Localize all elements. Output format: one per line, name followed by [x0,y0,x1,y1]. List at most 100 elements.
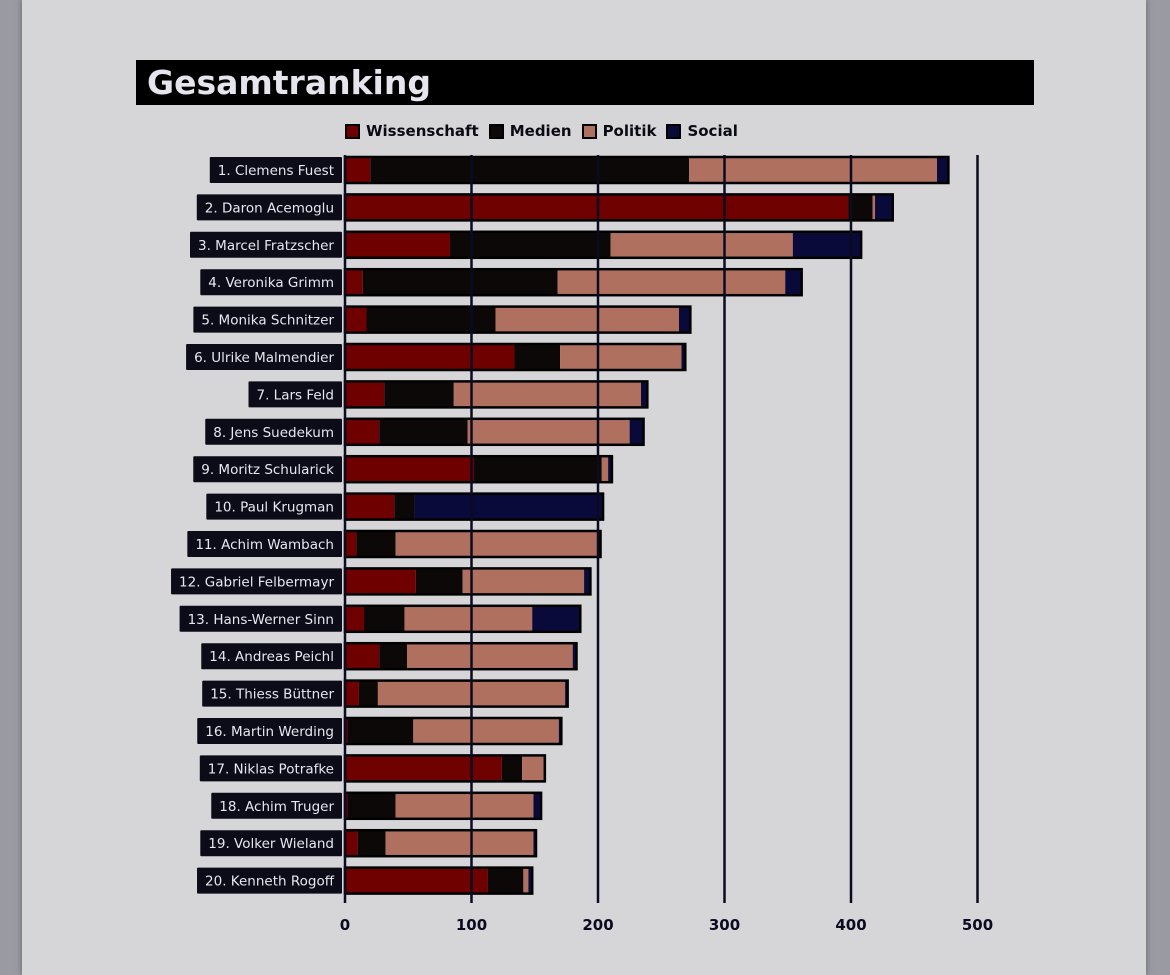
bar-segment-social [572,643,577,670]
category-label-box [190,231,342,258]
bar-segment-medien [356,531,396,557]
bar-segment-wissenschaft [345,493,395,520]
bar-segment-social [414,493,604,520]
bar-segment-wissenschaft [345,231,450,258]
bar-segment-medien [501,755,523,782]
bar-segment-politik [395,531,598,557]
category-label-box [206,493,342,520]
category-label-box [197,867,342,894]
bar-segment-medien [514,344,561,370]
category-label: 13. Hans-Werner Sinn [188,612,334,628]
bar-segment-wissenschaft [345,680,359,707]
bar-segment-social [641,381,648,408]
bar-segment-medien [379,643,407,670]
category-label-box [209,157,342,183]
category-label-box [200,269,342,296]
bar-segment-wissenschaft [345,269,363,296]
bar-segment-wissenschaft [345,830,358,857]
bar-segment-social [629,418,644,445]
x-tick-label: 200 [582,916,613,934]
bar-segment-medien [449,231,611,258]
category-label: 16. Martin Werding [205,724,334,740]
category-label-box [197,718,342,744]
category-label-box [187,531,342,557]
category-label: 18. Achim Truger [219,799,334,815]
category-label: 1. Clemens Fuest [218,163,334,179]
bar-segment-wissenschaft [345,157,371,183]
bar-segment-politik [395,792,534,819]
legend-swatch-wissenschaft [345,123,360,139]
legend-item-politik: Politik [581,122,657,140]
bar-segment-wissenschaft [345,643,380,670]
category-label: 14. Andreas Peichl [209,649,334,665]
bar-segment-medien [347,718,414,744]
legend-label-politik: Politik [602,122,657,140]
category-label-box [202,680,342,707]
bar-segment-wissenschaft [345,344,515,370]
bar-segment-social [532,605,581,632]
bar-segment-medien [347,792,396,819]
bar-segment-wissenschaft [345,867,488,894]
category-label-box [193,456,342,483]
bar-segment-politik [689,157,938,183]
bar-segment-social [565,680,568,707]
bar-segment-politik [453,381,642,408]
bar-segment-politik [462,568,585,595]
bar-segment-social [678,306,691,333]
bar-segment-medien [357,830,386,857]
bar-segment-wissenschaft [345,792,348,819]
bar-segment-medien [487,867,524,894]
category-label: 4. Veronika Grimm [208,275,334,291]
bar-segment-medien [384,381,454,408]
chart-title: Gesamtranking [147,63,431,102]
category-label: 7. Lars Feld [257,387,335,403]
bar-segment-social [533,792,542,819]
bar-segment-politik [601,456,609,483]
bar-segment-medien [358,680,378,707]
bar-segment-social [608,456,612,483]
bar-segment-medien [474,456,602,483]
category-label: 17. Niklas Potrafke [208,761,334,777]
bar-segment-medien [362,269,558,296]
bar-segment-social [785,269,802,296]
bar-segment-wissenschaft [345,194,849,221]
chart-title-bar: Gesamtranking [136,60,1034,105]
legend-item-social: Social [666,122,738,140]
bar-segment-social [681,344,686,370]
bar-segment-medien [394,493,415,520]
category-label-box [200,830,342,857]
legend-label-wissenschaft: Wissenschaft [366,122,479,140]
bar-segment-wissenschaft [345,718,348,744]
bar-segment-politik [560,344,682,370]
category-label: 10. Paul Krugman [214,500,334,516]
bar-segment-politik [495,306,679,333]
category-label-box [196,194,342,221]
legend-swatch-social [666,123,682,139]
category-label: 20. Kenneth Rogoff [205,874,335,890]
bar-segment-politik [413,718,559,744]
category-label-box [171,568,342,595]
x-tick-label: 0 [340,916,350,934]
x-tick-label: 300 [709,916,740,934]
category-label-box [193,306,342,333]
category-label: 11. Achim Wambach [195,537,334,553]
bar-segment-politik [523,867,529,894]
category-label: 9. Moritz Schularick [201,462,334,478]
bar-segment-social [875,194,893,221]
category-label-box [186,344,342,370]
bar-segment-wissenschaft [345,456,475,483]
x-tick-label: 500 [962,916,993,934]
bar-segment-social [792,231,862,258]
legend-swatch-medien [488,123,504,139]
legend-item-medien: Medien [488,122,572,140]
bar-segment-politik [385,830,534,857]
category-label-box [205,418,342,445]
bar-segment-social [584,568,591,595]
bar-segment-politik [610,231,793,258]
bar-segment-politik [467,418,630,445]
gridlines [470,155,979,903]
category-label: 12. Gabriel Felbermayr [179,574,334,590]
bar-segment-wissenschaft [345,531,357,557]
bar-segment-medien [370,157,690,183]
category-label: 5. Monika Schnitzer [201,313,334,329]
